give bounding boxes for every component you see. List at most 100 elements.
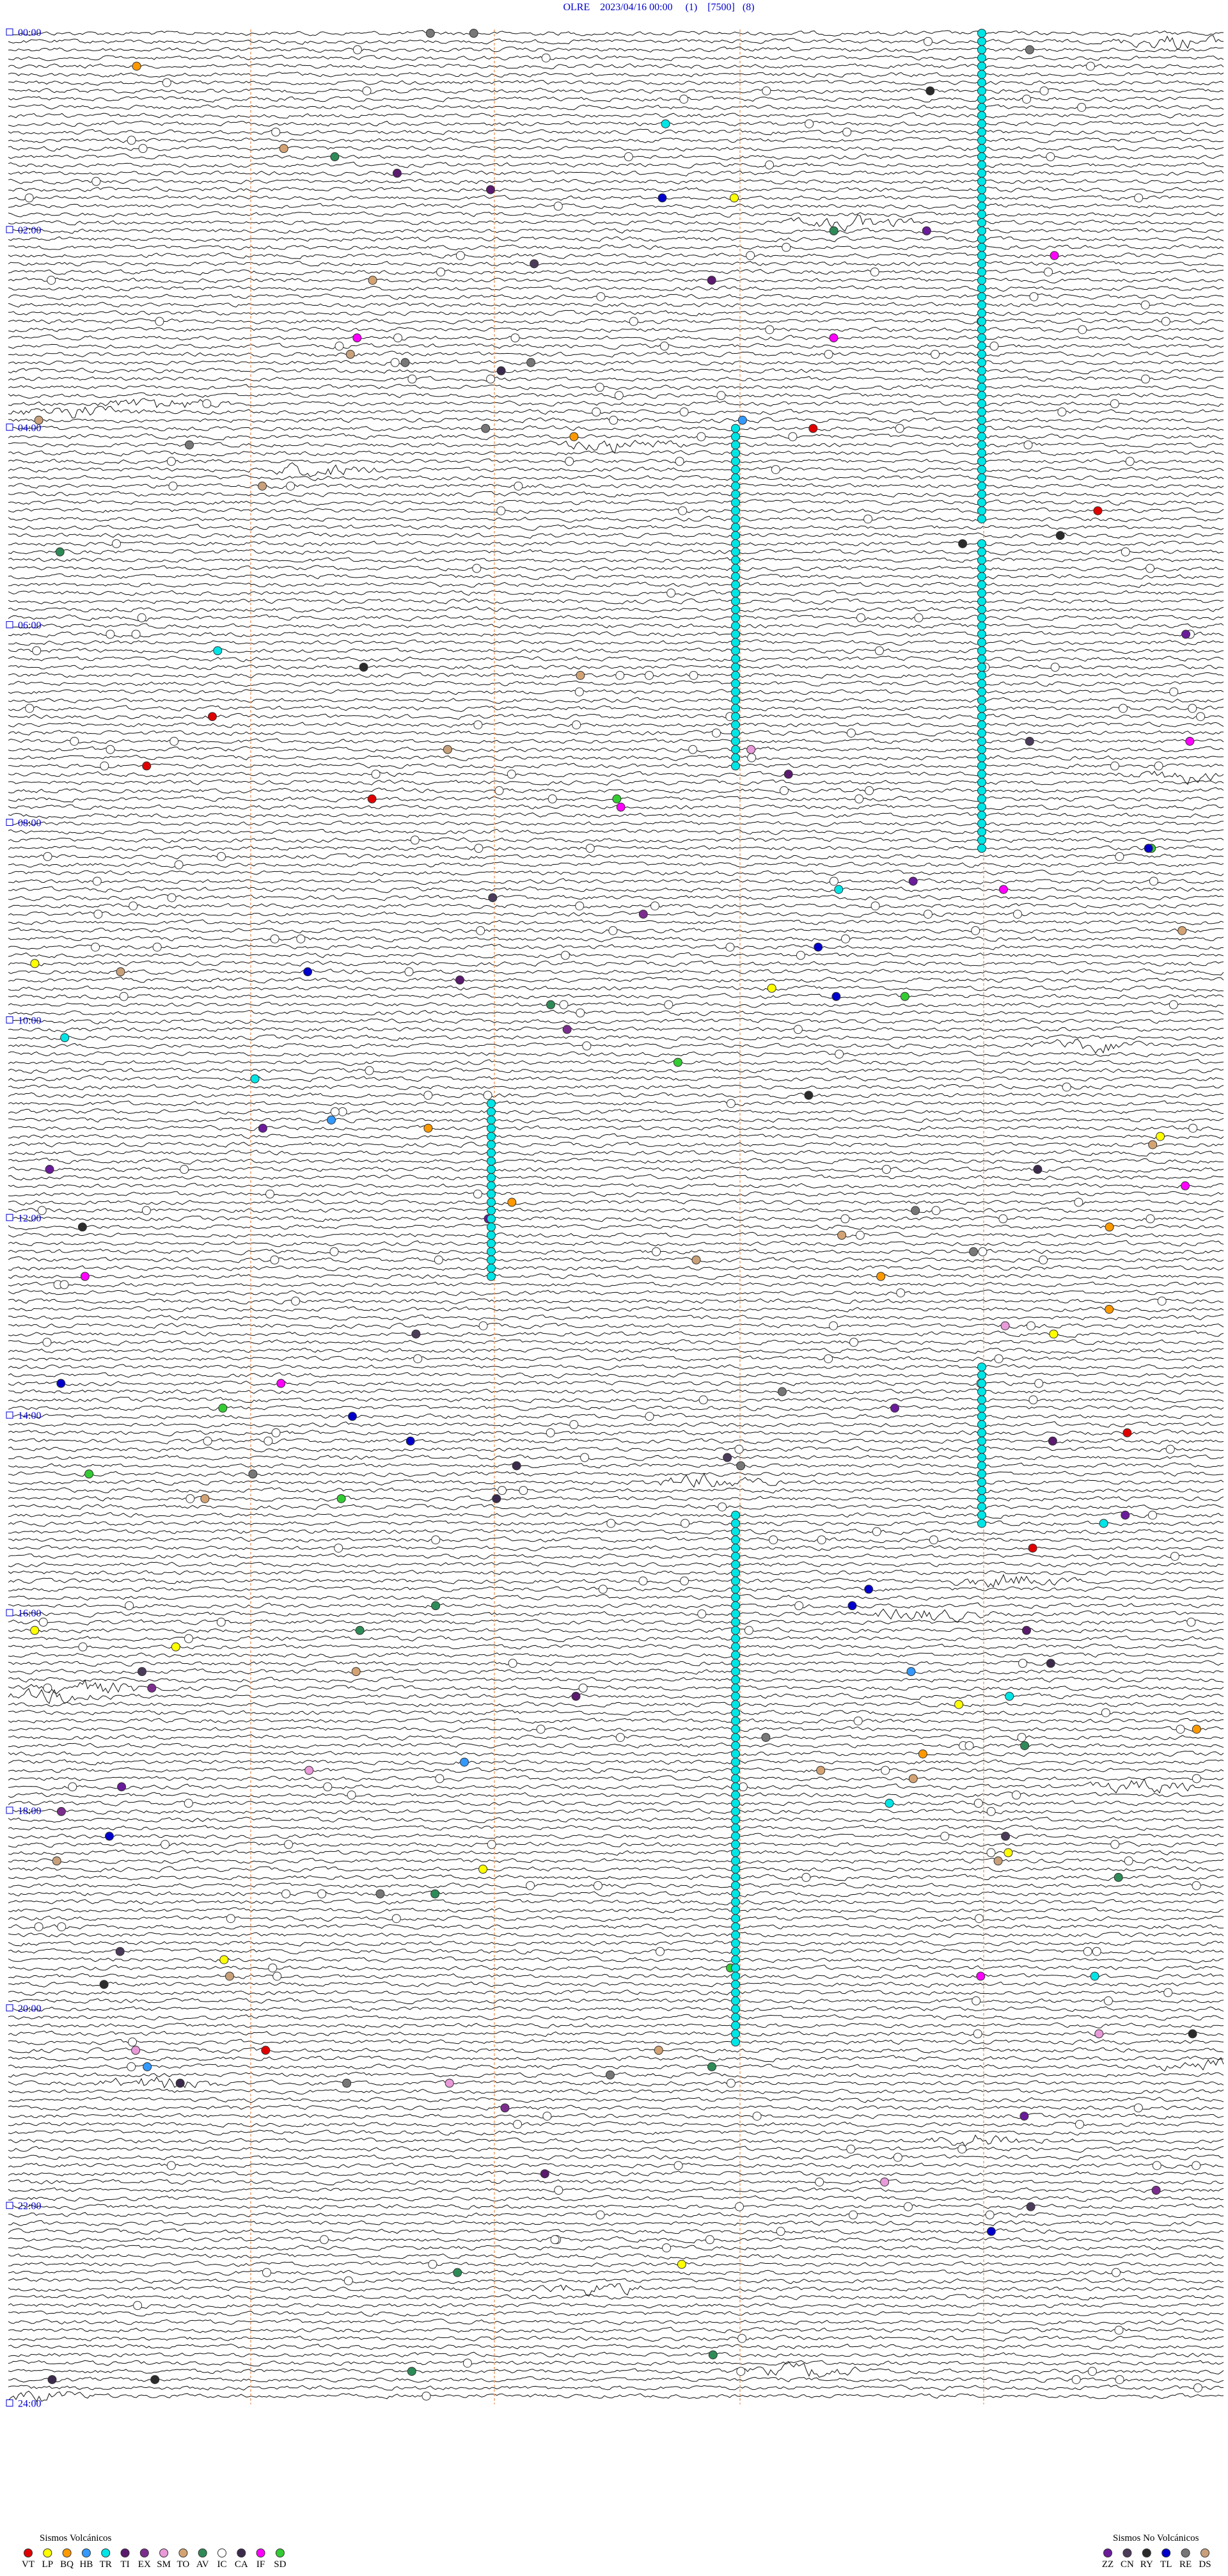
trace bbox=[8, 1306, 1224, 1313]
event-marker bbox=[550, 2235, 560, 2245]
event-marker bbox=[1046, 152, 1055, 162]
event-marker bbox=[726, 1099, 736, 1109]
trace bbox=[8, 1660, 1224, 1667]
tremor-marker bbox=[977, 695, 986, 705]
tremor-marker bbox=[977, 267, 986, 277]
event-marker bbox=[155, 317, 164, 326]
trace bbox=[8, 214, 1224, 232]
trace bbox=[8, 1574, 1224, 1588]
event-marker bbox=[200, 1494, 210, 1503]
trace bbox=[8, 730, 1224, 737]
legend-swatch bbox=[159, 2548, 169, 2557]
event-marker bbox=[998, 1214, 1008, 1224]
trace bbox=[8, 439, 1224, 454]
event-marker bbox=[34, 1922, 43, 1932]
trace bbox=[8, 1315, 1224, 1321]
event-marker bbox=[1134, 193, 1144, 203]
event-marker bbox=[1141, 374, 1151, 384]
event-marker bbox=[519, 1485, 528, 1495]
tremor-marker bbox=[487, 1148, 496, 1158]
tremor-marker bbox=[977, 489, 986, 499]
event-marker bbox=[1105, 1222, 1114, 1232]
trace bbox=[8, 787, 1224, 794]
event-marker bbox=[560, 951, 570, 960]
event-marker bbox=[864, 1584, 874, 1594]
event-marker bbox=[708, 2350, 718, 2360]
label-box bbox=[6, 819, 13, 826]
trace bbox=[8, 1018, 1224, 1025]
trace bbox=[8, 1331, 1224, 1338]
trace bbox=[8, 1075, 1224, 1082]
trace bbox=[8, 1182, 1224, 1189]
event-marker bbox=[614, 391, 624, 400]
event-marker bbox=[413, 1354, 423, 1364]
event-marker bbox=[115, 1947, 125, 1956]
trace bbox=[8, 1890, 1224, 1897]
tremor-marker bbox=[731, 1930, 740, 1940]
tremor-marker bbox=[731, 2012, 740, 2022]
trace bbox=[8, 2121, 1224, 2128]
tremor-marker bbox=[487, 1132, 496, 1141]
tremor-marker bbox=[977, 177, 986, 186]
trace bbox=[8, 1141, 1224, 1148]
legend-swatch bbox=[256, 2548, 265, 2557]
event-marker bbox=[673, 1057, 682, 1067]
tremor-marker bbox=[487, 1206, 496, 1215]
trace bbox=[8, 211, 1224, 218]
event-marker bbox=[34, 415, 43, 425]
event-marker bbox=[218, 1403, 228, 1413]
event-marker bbox=[958, 539, 968, 548]
time-label: 18:00 bbox=[18, 1806, 41, 1817]
trace bbox=[8, 1001, 1224, 1008]
event-marker bbox=[837, 1231, 847, 1240]
tremor-marker bbox=[977, 168, 986, 178]
event-marker bbox=[1133, 2103, 1143, 2113]
tremor-marker bbox=[731, 555, 740, 565]
event-marker bbox=[547, 794, 557, 803]
event-marker bbox=[137, 613, 146, 622]
trace bbox=[8, 1371, 1224, 1379]
event-marker bbox=[138, 144, 148, 154]
legend-swatch bbox=[120, 2548, 130, 2557]
event-marker bbox=[761, 1733, 771, 1742]
tremor-marker bbox=[731, 662, 740, 672]
trace bbox=[8, 1849, 1224, 1856]
event-marker bbox=[559, 1000, 569, 1009]
event-marker bbox=[77, 1222, 87, 1232]
trace bbox=[8, 54, 1224, 61]
event-marker bbox=[345, 349, 355, 359]
trace bbox=[8, 1396, 1224, 1403]
time-label: 16:00 bbox=[18, 1608, 41, 1619]
tremor-marker bbox=[977, 1428, 986, 1437]
tremor-marker bbox=[731, 564, 740, 573]
trace bbox=[8, 2283, 1224, 2297]
trace bbox=[8, 1964, 1224, 1972]
event-marker bbox=[712, 728, 721, 738]
trace bbox=[8, 88, 1224, 94]
event-marker bbox=[650, 901, 659, 911]
tremor-marker bbox=[731, 704, 740, 713]
event-marker bbox=[718, 1502, 727, 1512]
event-marker bbox=[1112, 2268, 1121, 2277]
tremor-marker bbox=[977, 802, 986, 812]
tremor-marker bbox=[977, 242, 986, 252]
trace bbox=[8, 1289, 1224, 1297]
trace bbox=[8, 984, 1224, 992]
legend-code: TO bbox=[177, 2559, 190, 2570]
event-marker bbox=[330, 152, 340, 162]
trace bbox=[8, 285, 1224, 292]
trace bbox=[8, 655, 1224, 663]
trace bbox=[8, 1791, 1224, 1799]
trace bbox=[8, 722, 1224, 728]
label-box bbox=[6, 226, 13, 233]
tremor-marker bbox=[977, 399, 986, 409]
tremor-marker bbox=[977, 819, 986, 828]
legend-code: CN bbox=[1121, 2559, 1134, 2570]
trace bbox=[8, 705, 1224, 713]
tremor-marker bbox=[731, 613, 740, 622]
tremor-marker bbox=[487, 1214, 496, 1224]
event-marker bbox=[716, 391, 726, 400]
event-marker bbox=[940, 1831, 950, 1841]
trace bbox=[8, 573, 1224, 580]
event-marker bbox=[1156, 1132, 1165, 1141]
